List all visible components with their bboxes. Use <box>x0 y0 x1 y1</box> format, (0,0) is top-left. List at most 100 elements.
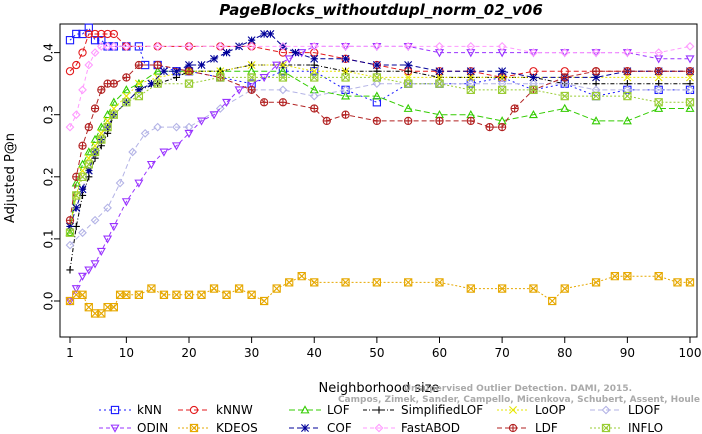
data-point <box>189 405 199 415</box>
data-point <box>84 122 93 132</box>
data-point <box>278 98 288 107</box>
data-point <box>103 42 112 51</box>
series-layer <box>65 23 695 318</box>
data-point <box>153 42 163 51</box>
data-point <box>310 104 319 113</box>
x-tick-label: 1 <box>66 346 74 360</box>
data-point <box>285 278 294 287</box>
data-point <box>84 23 93 32</box>
data-point <box>529 48 538 57</box>
data-point <box>435 116 444 126</box>
data-point <box>685 67 695 76</box>
data-point <box>84 166 93 175</box>
data-point <box>109 79 118 88</box>
data-point <box>591 91 601 101</box>
data-point <box>134 179 144 188</box>
watermark-citation: Unsupervised Outlier Detection. DAMI, 20… <box>404 384 632 394</box>
data-point <box>259 296 269 306</box>
data-point <box>90 36 100 45</box>
data-point <box>147 284 156 293</box>
data-point <box>372 73 382 82</box>
data-point <box>654 67 663 76</box>
data-point <box>372 91 382 100</box>
data-point <box>300 405 310 414</box>
data-point <box>466 85 475 95</box>
data-point <box>78 290 87 299</box>
y-tick-label: 0.4 <box>42 43 56 62</box>
data-point <box>341 54 350 63</box>
data-point <box>78 141 87 150</box>
x-tick-label: 40 <box>307 346 322 360</box>
data-point <box>90 215 100 225</box>
series-line <box>69 70 690 233</box>
data-point <box>184 129 194 139</box>
data-point <box>66 222 74 231</box>
legend-item-fastabod: FastABOD <box>363 421 460 434</box>
data-point <box>341 278 350 287</box>
data-point <box>72 60 81 70</box>
data-point <box>623 272 632 281</box>
data-point <box>247 42 256 51</box>
data-point <box>301 424 309 432</box>
data-point <box>97 135 106 144</box>
data-point <box>65 228 75 237</box>
data-point <box>685 85 695 95</box>
data-point <box>65 67 75 76</box>
data-point <box>278 42 288 51</box>
legend-item-knnw: kNNW <box>178 403 253 417</box>
legend: kNN kNNW LOF SimplifiedLOF LoOP LDOF ODIN KDEOS… <box>99 403 663 434</box>
data-point <box>96 247 106 257</box>
data-point <box>209 111 219 120</box>
data-point <box>121 198 131 207</box>
data-point <box>103 122 112 132</box>
x-axis: 1 10 20 30 40 50 60 70 80 90 100 <box>66 337 701 360</box>
legend-label: kNN <box>137 403 162 417</box>
data-point <box>115 178 125 188</box>
data-point <box>272 284 281 293</box>
data-point <box>654 103 664 112</box>
data-point <box>103 203 112 213</box>
data-point <box>310 73 319 82</box>
x-tick-label: 30 <box>244 346 259 360</box>
data-point <box>96 122 106 131</box>
data-point <box>403 42 413 51</box>
data-point <box>71 110 81 120</box>
legend-label: ODIN <box>137 421 168 434</box>
data-point <box>153 66 163 75</box>
data-point <box>673 278 682 287</box>
data-point <box>266 29 275 38</box>
data-point <box>560 79 570 89</box>
x-axis-label: Neighborhood size <box>319 381 440 396</box>
data-point <box>109 42 119 51</box>
data-point <box>560 103 570 112</box>
data-point <box>466 284 475 293</box>
data-point <box>341 91 351 100</box>
data-point <box>374 423 384 433</box>
x-tick-label: 60 <box>432 346 447 360</box>
data-point <box>404 61 413 70</box>
data-point <box>90 104 100 113</box>
data-point <box>189 423 199 433</box>
data-point <box>497 42 507 51</box>
data-point <box>528 109 538 119</box>
legend-label: SimplifiedLOF <box>401 403 483 417</box>
data-point <box>234 284 244 293</box>
data-point <box>497 79 507 89</box>
data-point <box>122 290 131 299</box>
data-point <box>309 42 319 51</box>
data-point <box>77 159 88 168</box>
data-point <box>466 73 475 82</box>
data-point <box>403 103 413 112</box>
data-point <box>247 36 256 45</box>
data-point <box>259 98 269 107</box>
data-point <box>171 142 181 151</box>
data-point <box>284 55 294 64</box>
legend-item-ldof: LDOF <box>590 403 660 417</box>
data-point <box>508 423 518 433</box>
data-point <box>134 60 144 70</box>
data-point <box>509 406 517 414</box>
data-point <box>122 98 131 107</box>
legend-label: COF <box>327 421 352 434</box>
legend-label: LOF <box>327 403 350 417</box>
data-point <box>159 290 169 299</box>
